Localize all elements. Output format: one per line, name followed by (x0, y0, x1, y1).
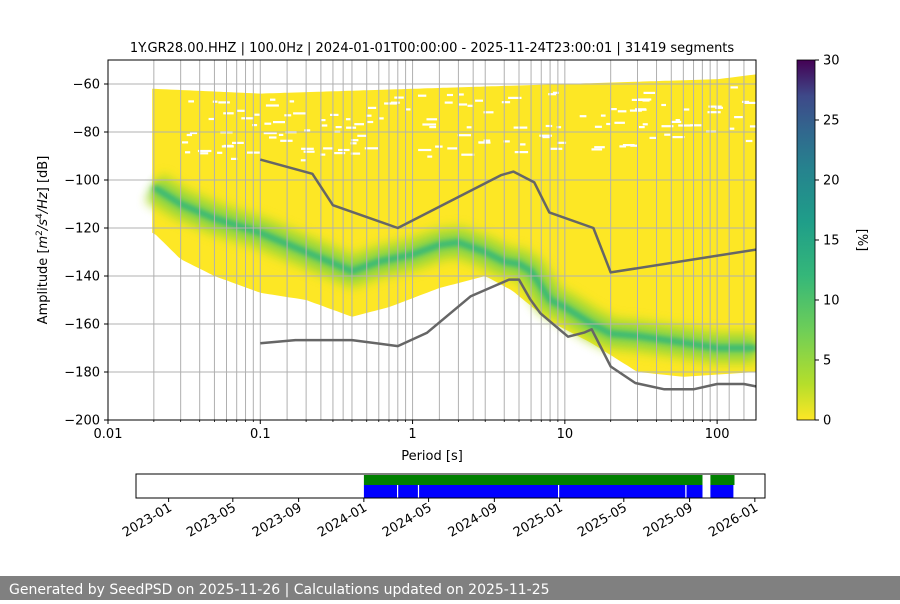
footer-text: Generated by SeedPSD on 2025-11-26 | Cal… (0, 576, 900, 600)
y-axis-label: Amplitude [m2/s4/Hz] [dB] (35, 156, 51, 325)
timeline-tick-label: 2026-01 (706, 500, 761, 540)
data-availability-timeline: 2023-01 2023-05 2023-09 2024-01 2024-05 2024-… (120, 474, 765, 541)
colorbar-tick-label: 15 (823, 234, 840, 249)
psd-chart: 0.01 0.1 1 10 100 −200 −180 −160 −140 −120 −100 −80… (35, 60, 759, 464)
y-tick-label: −100 (64, 174, 100, 189)
timeline-tick-label: 2025-01 (511, 500, 566, 540)
timeline-gap (397, 485, 398, 498)
y-tick-label: −120 (64, 222, 100, 237)
y-tick-label: −180 (64, 366, 100, 381)
colorbar-tick-label: 30 (823, 54, 840, 69)
x-tick-label: 10 (557, 427, 574, 442)
timeline-tick-label: 2023-09 (250, 500, 305, 540)
colorbar-gradient (797, 60, 815, 420)
colorbar-tick-label: 5 (823, 354, 831, 369)
timeline-gap (558, 485, 559, 498)
x-axis-label: Period [s] (401, 449, 463, 464)
colorbar-tick-label: 20 (823, 174, 840, 189)
timeline-tick-label: 2024-01 (315, 500, 370, 540)
x-tick-label: 0.1 (250, 427, 271, 442)
colorbar-tick-label: 10 (823, 294, 840, 309)
colorbar-tick-label: 25 (823, 114, 840, 129)
colorbar: 0 5 10 15 20 25 30 [%] (797, 54, 869, 429)
y-tick-label: −80 (73, 126, 100, 141)
colorbar-label: [%] (854, 229, 869, 252)
psd-heatmap (152, 74, 759, 376)
chart-title: 1Y.GR28.00.HHZ | 100.0Hz | 2024-01-01T00… (130, 41, 735, 56)
timeline-tick-label: 2025-05 (575, 500, 630, 540)
timeline-bar-green (710, 475, 734, 485)
y-tick-label: −60 (73, 78, 100, 93)
timeline-bar-blue (364, 485, 703, 498)
x-tick-label: 1 (408, 427, 416, 442)
figure: 1Y.GR28.00.HHZ | 100.0Hz | 2024-01-01T00… (0, 0, 900, 576)
timeline-gap (733, 485, 734, 498)
timeline-bar-blue (710, 485, 734, 498)
timeline-gap (685, 485, 686, 498)
colorbar-tick-label: 0 (823, 414, 831, 429)
x-tick-label: 100 (705, 427, 730, 442)
timeline-bar-green (364, 475, 703, 485)
y-tick-label: −200 (64, 414, 100, 429)
y-tick-label: −140 (64, 270, 100, 285)
timeline-tick-label: 2023-05 (184, 500, 239, 540)
timeline-tick-label: 2023-01 (120, 500, 175, 540)
timeline-tick-label: 2024-05 (380, 500, 435, 540)
timeline-tick-label: 2025-09 (641, 500, 696, 540)
y-tick-label: −160 (64, 318, 100, 333)
timeline-gap (418, 485, 419, 498)
x-tick-label: 0.01 (94, 427, 123, 442)
timeline-tick-label: 2024-09 (446, 500, 501, 540)
